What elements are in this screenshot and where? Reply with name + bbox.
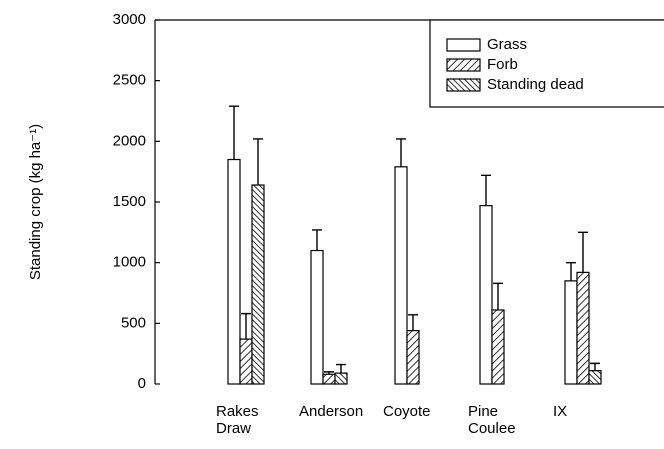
error-bar <box>336 363 346 374</box>
error-bar <box>253 138 263 186</box>
x-tick-label: Rakes Draw <box>216 403 259 437</box>
y-tick-label: 2000 <box>113 132 146 149</box>
error-bar <box>590 362 600 371</box>
bar <box>479 205 493 385</box>
x-tick-label: Coyote <box>383 403 431 420</box>
y-tick-label: 2500 <box>113 72 146 89</box>
error-bar <box>493 282 503 310</box>
error-bar <box>241 312 251 340</box>
error-bar <box>229 105 239 160</box>
bar <box>394 166 408 385</box>
error-bar <box>396 138 406 167</box>
error-bar <box>408 314 418 331</box>
legend-swatch <box>446 38 481 52</box>
error-bar <box>481 174 491 206</box>
legend-swatch <box>446 58 481 72</box>
y-tick-label: 1500 <box>113 193 146 210</box>
legend-swatch <box>446 78 481 92</box>
error-bar <box>578 231 588 273</box>
legend-label: Forb <box>487 56 518 73</box>
bar <box>588 370 602 385</box>
error-bar <box>324 371 334 375</box>
bar <box>491 309 505 385</box>
bar <box>334 372 348 385</box>
legend-label: Standing dead <box>487 76 584 93</box>
y-tick-label: 500 <box>121 314 146 331</box>
bar <box>576 271 590 385</box>
bar <box>251 184 265 385</box>
x-tick-label: Anderson <box>299 403 363 420</box>
x-tick-label: IX <box>553 403 567 420</box>
bar <box>322 373 336 385</box>
bar <box>239 338 253 385</box>
y-tick-label: 1000 <box>113 254 146 271</box>
bar <box>406 330 420 385</box>
bar <box>564 280 578 385</box>
error-bar <box>312 229 322 251</box>
y-tick-label: 0 <box>138 375 146 392</box>
legend-label: Grass <box>487 36 527 53</box>
x-tick-label: Pine Coulee <box>468 403 516 437</box>
y-axis-label: Standing crop (kg ha⁻¹) <box>27 124 44 280</box>
y-tick-label: 3000 <box>113 11 146 28</box>
bar <box>310 249 324 385</box>
error-bar <box>566 261 576 281</box>
bar <box>227 158 241 385</box>
